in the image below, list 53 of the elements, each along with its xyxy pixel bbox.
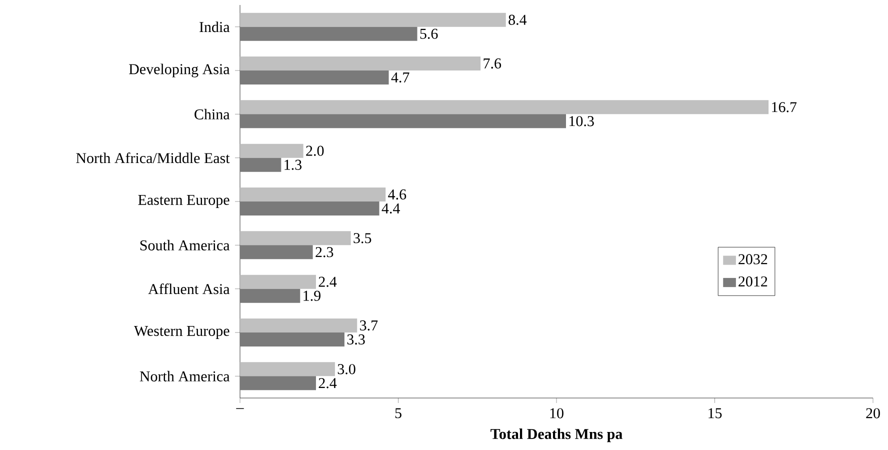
bar <box>240 376 316 390</box>
bar <box>240 245 313 260</box>
y-tick-label: Developing Asia <box>129 64 230 78</box>
data-label: 3.7 <box>360 320 378 331</box>
data-label: 10.3 <box>570 116 594 126</box>
data-label: 4.4 <box>382 203 400 214</box>
data-label: 3.3 <box>347 334 365 345</box>
x-tick-label: 15 <box>708 408 722 418</box>
bar <box>240 202 380 216</box>
bar <box>240 26 418 41</box>
data-label: 5.6 <box>420 28 438 39</box>
data-label: 3.0 <box>338 364 356 374</box>
bar <box>240 12 506 27</box>
data-label: 7.6 <box>484 58 502 69</box>
data-label: 3.5 <box>354 233 372 244</box>
data-label: 2.4 <box>318 378 337 388</box>
y-tick-label: South America <box>140 240 230 250</box>
legend-label: 2012 <box>738 276 768 287</box>
bar <box>240 274 316 289</box>
x-tick-label: 10 <box>550 408 564 418</box>
y-tick-label: North America <box>140 370 230 382</box>
y-tick-label: Affluent Asia <box>148 283 230 294</box>
y-tick-label: India <box>200 22 230 32</box>
bar <box>240 114 566 128</box>
bar <box>240 362 335 376</box>
y-tick-label: Western Europe <box>134 326 230 340</box>
x-axis-title: Total Deaths Mns pa <box>490 428 622 442</box>
x-tick-label: 5 <box>395 408 402 418</box>
bar <box>240 70 389 85</box>
data-label: 8.4 <box>508 14 527 25</box>
bar <box>240 332 344 346</box>
data-label: 4.7 <box>391 72 410 83</box>
legend-label: 2032 <box>738 254 768 264</box>
data-label: 16.7 <box>772 102 797 112</box>
data-label: 1.9 <box>304 290 320 301</box>
bar <box>240 56 481 70</box>
data-label: 2.3 <box>316 247 334 258</box>
bar <box>240 144 304 158</box>
x-tick-label: 20 <box>866 408 880 418</box>
data-label: 4.6 <box>388 189 406 200</box>
y-tick-label: China <box>194 108 230 120</box>
data-label: 2.0 <box>306 146 324 156</box>
bar <box>240 188 386 202</box>
bar <box>240 231 351 246</box>
bar <box>240 158 282 172</box>
bar <box>240 288 300 303</box>
data-label: 2.4 <box>318 276 337 287</box>
y-tick-label: North Africa/Middle East <box>76 152 230 164</box>
x-tick-label: – <box>236 408 244 409</box>
bar <box>240 100 769 114</box>
bar <box>240 318 358 332</box>
data-label: 1.3 <box>284 160 302 170</box>
y-tick-label: Eastern Europe <box>138 194 230 208</box>
